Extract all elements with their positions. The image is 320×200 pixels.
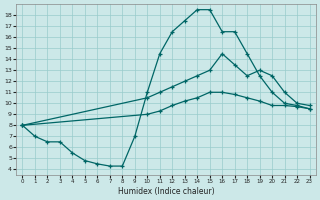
X-axis label: Humidex (Indice chaleur): Humidex (Indice chaleur) <box>118 187 214 196</box>
